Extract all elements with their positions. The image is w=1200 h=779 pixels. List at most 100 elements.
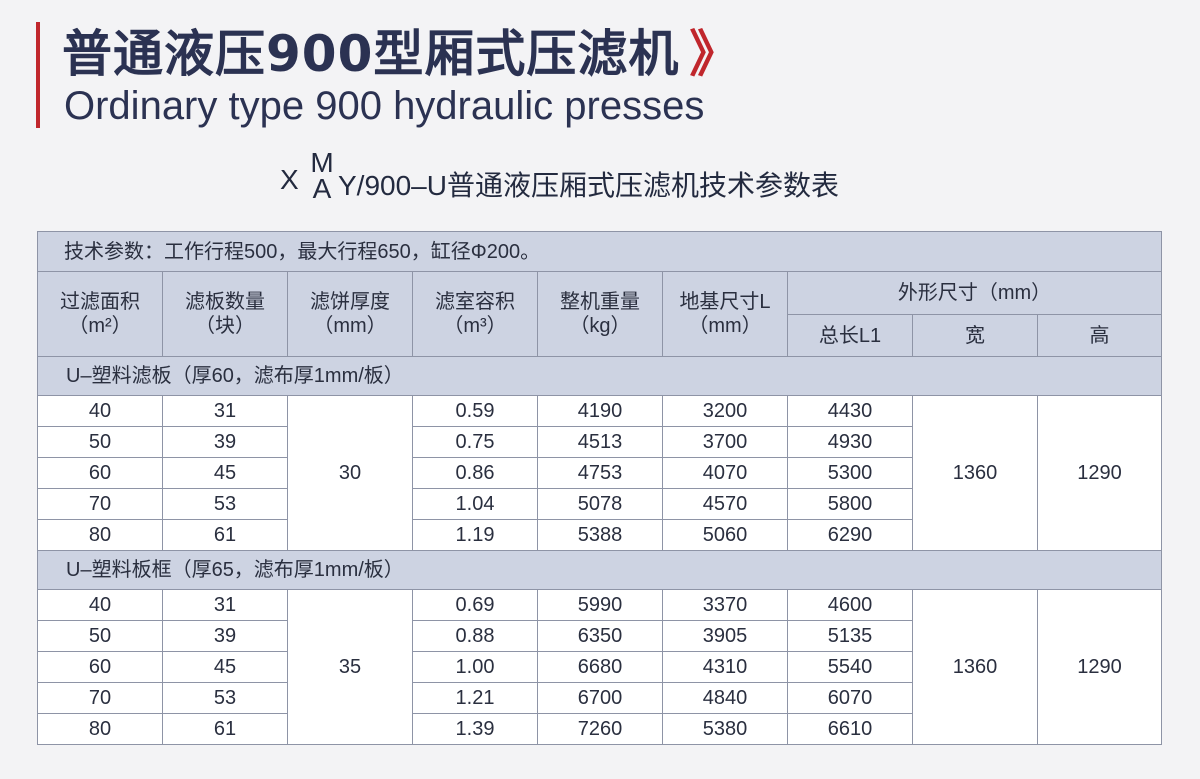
page-title-text: 普通液压900型厢式压滤机 (62, 25, 679, 83)
cell-volume: 0.59 (413, 396, 538, 427)
cell-area: 80 (38, 714, 163, 745)
title-accent-bar (36, 22, 40, 128)
header-cake: 滤饼厚度 （mm） (288, 272, 413, 357)
header-volume: 滤室容积 （m³） (413, 272, 538, 357)
cell-foundation: 4310 (663, 652, 788, 683)
cell-volume: 0.88 (413, 621, 538, 652)
cell-area: 70 (38, 489, 163, 520)
cell-cake: 30 (288, 396, 413, 551)
cell-weight: 6700 (538, 683, 663, 714)
cell-plates: 39 (163, 621, 288, 652)
header-foundation-label: 地基尺寸L (663, 290, 787, 314)
group-label: U–塑料滤板（厚60，滤布厚1mm/板） (38, 357, 1162, 396)
cell-foundation: 4570 (663, 489, 788, 520)
header-foundation-unit: （mm） (663, 314, 787, 338)
cell-length: 5800 (788, 489, 913, 520)
header-plates: 滤板数量 （块） (163, 272, 288, 357)
cell-width: 1360 (913, 396, 1038, 551)
cell-foundation: 3905 (663, 621, 788, 652)
cell-length: 4600 (788, 590, 913, 621)
cell-volume: 1.21 (413, 683, 538, 714)
cell-area: 40 (38, 590, 163, 621)
cell-volume: 1.39 (413, 714, 538, 745)
cell-foundation: 4840 (663, 683, 788, 714)
cell-area: 50 (38, 621, 163, 652)
header-volume-label: 滤室容积 (413, 290, 537, 314)
cell-length: 5135 (788, 621, 913, 652)
cell-volume: 0.86 (413, 458, 538, 489)
cell-length: 6290 (788, 520, 913, 551)
table-row: 40 31 35 0.69 5990 3370 4600 1360 1290 (38, 590, 1162, 621)
spec-table: 技术参数：工作行程500，最大行程650，缸径Φ200。 过滤面积 （m²） 滤板… (37, 231, 1162, 745)
cell-volume: 1.04 (413, 489, 538, 520)
cell-weight: 4513 (538, 427, 663, 458)
cell-area: 60 (38, 458, 163, 489)
cell-plates: 61 (163, 520, 288, 551)
cell-width: 1360 (913, 590, 1038, 745)
cell-weight: 5388 (538, 520, 663, 551)
cell-area: 40 (38, 396, 163, 427)
cell-length: 6610 (788, 714, 913, 745)
header-cake-label: 滤饼厚度 (288, 290, 412, 314)
cell-volume: 1.00 (413, 652, 538, 683)
group-header-row: U–塑料滤板（厚60，滤布厚1mm/板） (38, 357, 1162, 396)
header-foundation: 地基尺寸L （mm） (663, 272, 788, 357)
cell-plates: 45 (163, 458, 288, 489)
cell-area: 50 (38, 427, 163, 458)
caption-prefix: X (280, 164, 299, 196)
page-title-english: Ordinary type 900 hydraulic presses (64, 84, 704, 129)
cell-length: 6070 (788, 683, 913, 714)
table-row: 40 31 30 0.59 4190 3200 4430 1360 1290 (38, 396, 1162, 427)
cell-plates: 39 (163, 427, 288, 458)
header-width: 宽 (913, 315, 1038, 357)
caption-model-variant-stack: M A (310, 150, 334, 202)
cell-weight: 4190 (538, 396, 663, 427)
cell-weight: 5990 (538, 590, 663, 621)
cell-length: 5300 (788, 458, 913, 489)
header-height: 高 (1038, 315, 1162, 357)
header-area: 过滤面积 （m²） (38, 272, 163, 357)
group-header-row: U–塑料板框（厚65，滤布厚1mm/板） (38, 551, 1162, 590)
cell-plates: 61 (163, 714, 288, 745)
header-weight: 整机重量 （kg） (538, 272, 663, 357)
header-weight-label: 整机重量 (538, 290, 662, 314)
cell-cake: 35 (288, 590, 413, 745)
cell-area: 80 (38, 520, 163, 551)
header-length: 总长L1 (788, 315, 913, 357)
cell-length: 4430 (788, 396, 913, 427)
cell-volume: 0.69 (413, 590, 538, 621)
header-dimensions: 外形尺寸（mm） (788, 272, 1162, 315)
cell-plates: 53 (163, 683, 288, 714)
header-plates-label: 滤板数量 (163, 290, 287, 314)
cell-foundation: 3200 (663, 396, 788, 427)
chevron-right-icon: 》 (689, 25, 740, 83)
cell-weight: 7260 (538, 714, 663, 745)
header-volume-unit: （m³） (413, 314, 537, 338)
cell-foundation: 4070 (663, 458, 788, 489)
spec-note: 技术参数：工作行程500，最大行程650，缸径Φ200。 (38, 232, 1162, 272)
header-area-unit: （m²） (38, 314, 162, 338)
cell-weight: 6350 (538, 621, 663, 652)
cell-weight: 4753 (538, 458, 663, 489)
header-plates-unit: （块） (163, 314, 287, 338)
cell-volume: 0.75 (413, 427, 538, 458)
header-row: 过滤面积 （m²） 滤板数量 （块） 滤饼厚度 （mm） 滤室容积 （m³） 整机重量（… (38, 272, 1162, 315)
cell-foundation: 5060 (663, 520, 788, 551)
cell-area: 70 (38, 683, 163, 714)
cell-volume: 1.19 (413, 520, 538, 551)
header-area-label: 过滤面积 (38, 290, 162, 314)
page-title: 普通液压900型厢式压滤机》 (62, 14, 740, 86)
cell-foundation: 3700 (663, 427, 788, 458)
cell-length: 5540 (788, 652, 913, 683)
cell-length: 4930 (788, 427, 913, 458)
cell-plates: 45 (163, 652, 288, 683)
cell-foundation: 3370 (663, 590, 788, 621)
cell-plates: 53 (163, 489, 288, 520)
cell-plates: 31 (163, 396, 288, 427)
cell-weight: 5078 (538, 489, 663, 520)
cell-height: 1290 (1038, 590, 1162, 745)
group-label: U–塑料板框（厚65，滤布厚1mm/板） (38, 551, 1162, 590)
header-weight-unit: （kg） (538, 314, 662, 338)
cell-area: 60 (38, 652, 163, 683)
cell-height: 1290 (1038, 396, 1162, 551)
